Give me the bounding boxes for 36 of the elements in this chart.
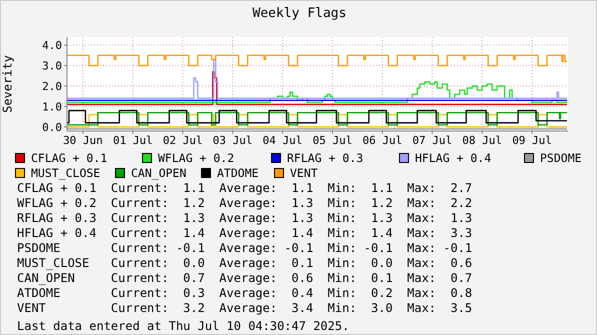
legend-label: CAN_OPEN: [131, 166, 186, 180]
text: ATDOME Current: 0.3 Average: 0.4 Min: 0.2 Max: 0.8: [17, 286, 472, 301]
x-tick-label: 03 Jul: [212, 134, 253, 147]
legend-label: PSDOME: [540, 150, 582, 164]
text: WFLAG + 0.2 Current: 1.2 Average: 1.3 Min: 1.2 Max: 2.2: [17, 196, 472, 211]
text: MUST_CLOSE Current: 0.0 Average: 0.1 Min: 0.0 Max: 0.6: [17, 256, 472, 271]
x-tick-label: 09 Jul: [512, 134, 552, 147]
x-tick-label: 08 Jul: [462, 134, 502, 147]
legend-label: MUST_CLOSE: [31, 166, 100, 180]
x-tick-label: 01 Jul: [112, 134, 153, 147]
legend-label: VENT: [290, 166, 318, 180]
text: CAN_OPEN Current: 0.7 Average: 0.6 Min: 0.1 Max: 0.7: [17, 271, 472, 286]
y-tick-label: 4.0: [42, 39, 62, 52]
text: RFLAG + 0.3 Current: 1.3 Average: 1.3 Min: 1.3 Max: 1.3: [17, 211, 472, 226]
chart-title: Weekly Flags: [252, 6, 348, 21]
y-tick-label: 1.0: [42, 100, 62, 114]
text: PSDOME Current: -0.1 Average: -0.1 Min: -0.1 Max: -0.1: [17, 241, 472, 256]
legend-label: WFLAG + 0.2: [158, 150, 234, 164]
x-tick-label: 30 Jun: [63, 134, 103, 147]
legend-label: ATDOME: [217, 166, 259, 180]
y-tick-label: 0.0: [42, 120, 62, 134]
text: VENT Current: 3.2 Average: 3.4 Min: 3.0 Max: 3.5: [17, 301, 472, 316]
text: HFLAG + 0.4 Current: 1.4 Average: 1.4 Min: 1.4 Max: 3.3: [17, 226, 472, 241]
legend-label: RFLAG + 0.3: [287, 150, 364, 164]
x-tick-label: 04 Jul: [262, 134, 302, 147]
text: Last data entered at Thu Jul 10 04:30:47 2025.: [17, 319, 350, 334]
x-tick-label: 02 Jul: [162, 134, 203, 147]
text: CFLAG + 0.1 Current: 1.1 Average: 1.1 Min: 1.1 Max: 2.7: [17, 181, 472, 196]
x-tick-label: 07 Jul: [412, 134, 452, 147]
y-tick-label: 3.0: [42, 60, 62, 73]
y-tick-label: 2.0: [42, 80, 62, 93]
legend-label: HFLAG + 0.4: [415, 150, 492, 164]
x-tick-label: 05 Jul: [312, 134, 352, 147]
legend-label: CFLAG + 0.1: [31, 150, 108, 164]
y-axis-title: Severity: [0, 55, 14, 113]
x-tick-label: 06 Jul: [362, 134, 402, 147]
